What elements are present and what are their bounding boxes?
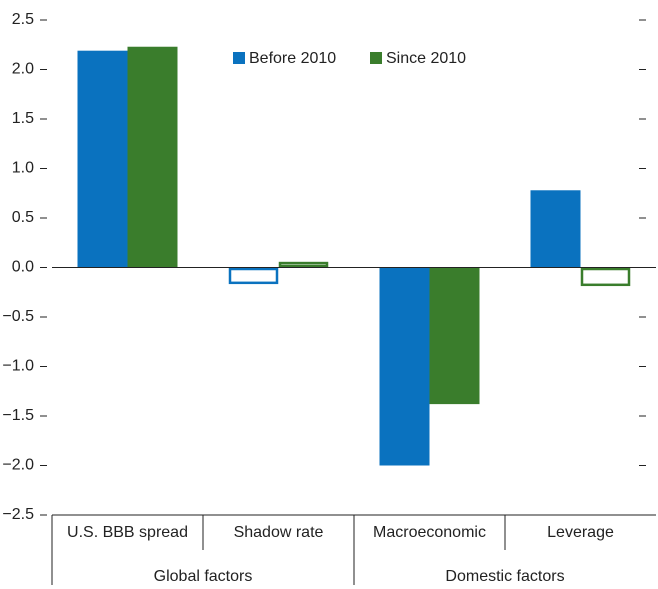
y-tick-label: 1.0 [12, 160, 34, 177]
bar [278, 261, 329, 268]
bar [127, 46, 178, 268]
y-tick-label: −1.5 [2, 407, 34, 424]
x-tick-label: Shadow rate [234, 524, 324, 541]
y-tick-label: −2.5 [2, 506, 34, 523]
bar [379, 267, 430, 466]
y-tick-label: 2.5 [12, 11, 34, 28]
group-label: Domestic factors [445, 568, 564, 585]
bar [228, 267, 279, 285]
bar [429, 267, 480, 405]
y-tick-label: −0.5 [2, 308, 34, 325]
y-tick-label: 2.0 [12, 61, 34, 78]
x-tick-label: U.S. BBB spread [67, 524, 188, 541]
x-tick-label: Macroeconomic [373, 524, 486, 541]
group-label: Global factors [154, 568, 253, 585]
y-tick-label: −1.0 [2, 358, 34, 375]
y-tick-label: 1.5 [12, 110, 34, 127]
bar [580, 267, 631, 287]
legend-swatch [233, 52, 245, 64]
bar [530, 190, 581, 268]
x-tick-label: Leverage [547, 524, 614, 541]
legend-label: Since 2010 [386, 50, 466, 67]
y-tick-label: 0.0 [12, 259, 34, 276]
y-tick-label: 0.5 [12, 209, 34, 226]
bar [77, 50, 128, 268]
y-tick-label: −2.0 [2, 457, 34, 474]
legend-swatch [370, 52, 382, 64]
legend-label: Before 2010 [249, 50, 336, 67]
